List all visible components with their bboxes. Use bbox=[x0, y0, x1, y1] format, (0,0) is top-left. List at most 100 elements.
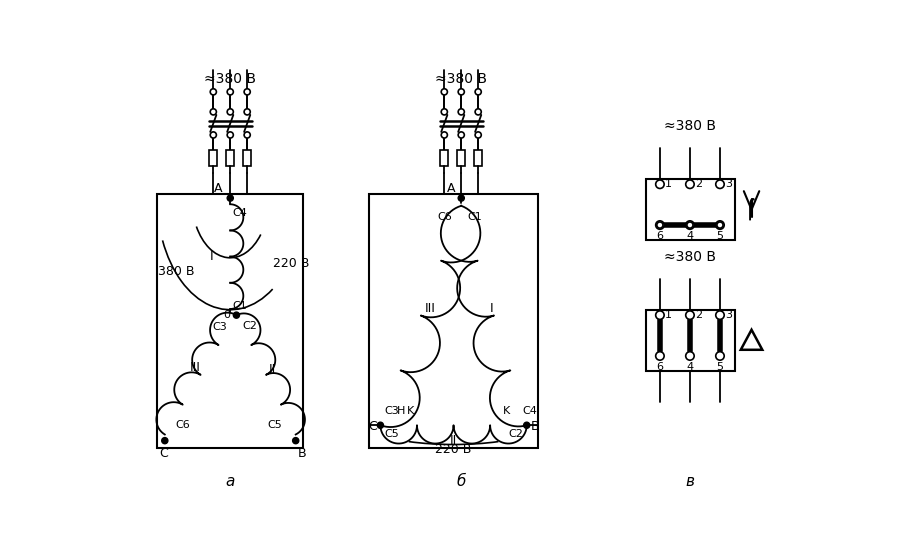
Circle shape bbox=[716, 352, 724, 360]
Text: III: III bbox=[190, 361, 201, 374]
Bar bbox=[158, 194, 303, 449]
Circle shape bbox=[656, 352, 664, 360]
Circle shape bbox=[244, 89, 250, 95]
Text: III: III bbox=[425, 302, 436, 315]
Text: C5: C5 bbox=[267, 420, 282, 430]
Text: C6: C6 bbox=[176, 420, 190, 430]
Text: 380 В: 380 В bbox=[158, 265, 194, 278]
Circle shape bbox=[686, 221, 694, 229]
Bar bbox=[457, 151, 465, 166]
Text: 6: 6 bbox=[656, 362, 663, 372]
Circle shape bbox=[211, 132, 216, 138]
Circle shape bbox=[227, 195, 233, 201]
Circle shape bbox=[227, 132, 233, 138]
Circle shape bbox=[657, 222, 663, 228]
Circle shape bbox=[475, 109, 482, 115]
Text: 1: 1 bbox=[665, 179, 672, 189]
Circle shape bbox=[377, 422, 383, 428]
Text: B: B bbox=[530, 421, 539, 433]
Circle shape bbox=[244, 132, 250, 138]
Circle shape bbox=[686, 352, 694, 360]
Bar bbox=[243, 151, 251, 166]
Text: II: II bbox=[450, 434, 457, 447]
Circle shape bbox=[475, 132, 482, 138]
Circle shape bbox=[687, 222, 693, 228]
Text: ⌠: ⌠ bbox=[745, 198, 755, 221]
Text: 0: 0 bbox=[223, 310, 230, 320]
Text: 3: 3 bbox=[725, 310, 733, 320]
Text: C2: C2 bbox=[243, 321, 257, 331]
Circle shape bbox=[716, 311, 724, 319]
Bar bbox=[474, 151, 482, 166]
Bar bbox=[646, 179, 734, 240]
Circle shape bbox=[656, 221, 664, 229]
Text: в: в bbox=[686, 474, 695, 489]
Text: C3: C3 bbox=[212, 323, 227, 333]
Circle shape bbox=[211, 109, 216, 115]
Text: а: а bbox=[226, 474, 235, 489]
Text: C4: C4 bbox=[232, 208, 248, 218]
Circle shape bbox=[716, 180, 724, 189]
Text: C3: C3 bbox=[384, 407, 399, 417]
Text: 5: 5 bbox=[716, 231, 724, 241]
Text: C: C bbox=[159, 447, 167, 460]
Text: C6: C6 bbox=[437, 212, 452, 222]
Circle shape bbox=[687, 222, 693, 228]
Text: C1: C1 bbox=[232, 301, 248, 311]
Text: ≈380 В: ≈380 В bbox=[436, 72, 487, 86]
Bar bbox=[210, 151, 217, 166]
Bar bbox=[369, 194, 538, 449]
Text: ≈380 В: ≈380 В bbox=[664, 250, 716, 264]
Circle shape bbox=[717, 222, 723, 228]
Text: 1: 1 bbox=[665, 310, 672, 320]
Text: 220 В: 220 В bbox=[436, 444, 472, 456]
Bar bbox=[227, 151, 234, 166]
Text: A: A bbox=[214, 182, 222, 195]
Text: б: б bbox=[456, 474, 466, 489]
Text: 4: 4 bbox=[687, 231, 694, 241]
Circle shape bbox=[458, 132, 464, 138]
Text: C4: C4 bbox=[523, 407, 537, 417]
Text: ≈380 В: ≈380 В bbox=[204, 72, 256, 86]
Text: C: C bbox=[368, 421, 376, 433]
Circle shape bbox=[686, 311, 694, 319]
Text: 4: 4 bbox=[687, 362, 694, 372]
Text: A: A bbox=[446, 182, 455, 195]
Circle shape bbox=[227, 89, 233, 95]
Text: 3: 3 bbox=[725, 179, 733, 189]
Text: C5: C5 bbox=[384, 429, 399, 439]
Circle shape bbox=[458, 89, 464, 95]
Circle shape bbox=[524, 422, 530, 428]
Circle shape bbox=[656, 180, 664, 189]
Text: II: II bbox=[269, 362, 276, 376]
Bar bbox=[440, 151, 448, 166]
Circle shape bbox=[244, 109, 250, 115]
Circle shape bbox=[458, 195, 464, 201]
Circle shape bbox=[227, 109, 233, 115]
Circle shape bbox=[441, 109, 447, 115]
Circle shape bbox=[292, 437, 299, 444]
Circle shape bbox=[441, 132, 447, 138]
Circle shape bbox=[475, 89, 482, 95]
Text: C1: C1 bbox=[467, 212, 482, 222]
Text: 6: 6 bbox=[656, 231, 663, 241]
Circle shape bbox=[162, 437, 168, 444]
Text: 2: 2 bbox=[696, 310, 703, 320]
Text: B: B bbox=[298, 447, 307, 460]
Text: ≈380 В: ≈380 В bbox=[664, 119, 716, 133]
Circle shape bbox=[686, 180, 694, 189]
Circle shape bbox=[656, 311, 664, 319]
Text: I: I bbox=[491, 302, 494, 315]
Circle shape bbox=[233, 312, 239, 318]
Text: 220 В: 220 В bbox=[273, 257, 309, 270]
Circle shape bbox=[717, 222, 723, 228]
Bar bbox=[646, 310, 734, 371]
Circle shape bbox=[458, 109, 464, 115]
Circle shape bbox=[716, 221, 724, 229]
Text: I: I bbox=[210, 250, 213, 263]
Circle shape bbox=[211, 89, 216, 95]
Text: K: K bbox=[502, 407, 509, 417]
Circle shape bbox=[657, 222, 663, 228]
Text: H: H bbox=[397, 407, 406, 417]
Text: 5: 5 bbox=[716, 362, 724, 372]
